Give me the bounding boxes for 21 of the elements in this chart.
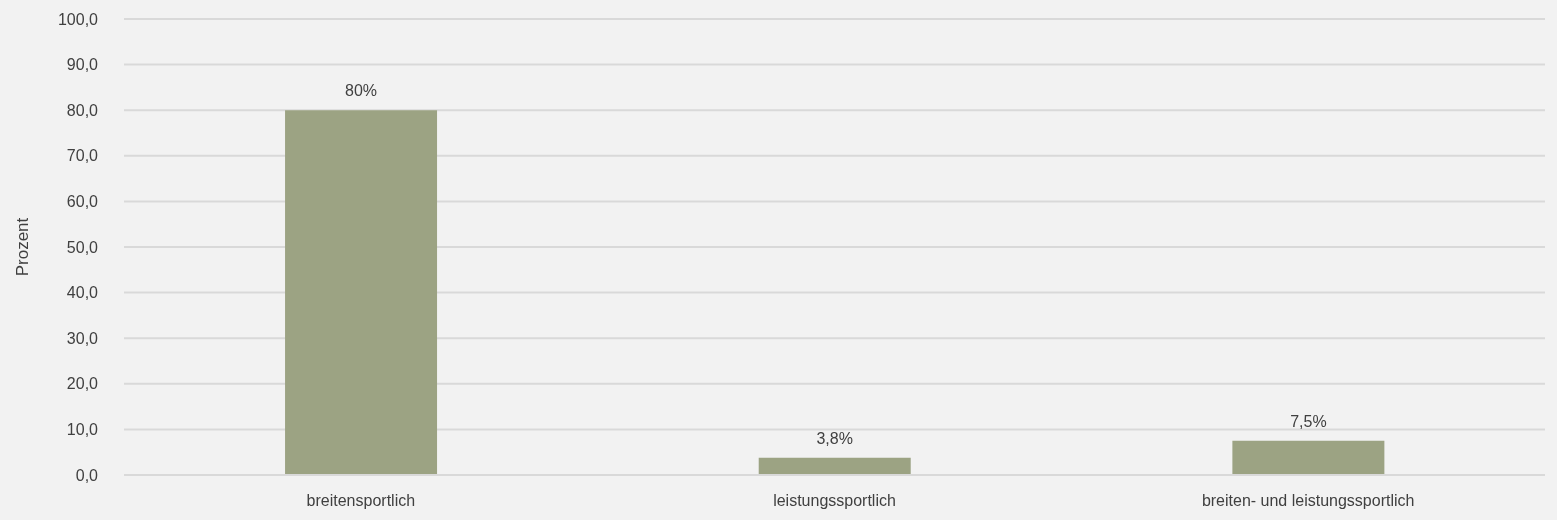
y-tick-label: 30,0 xyxy=(66,329,99,347)
y-tick-label: 50,0 xyxy=(66,238,99,256)
y-tick-label: 100,0 xyxy=(57,10,99,28)
bar xyxy=(285,110,438,475)
x-tick-label: leistungssportlich xyxy=(773,492,896,510)
y-tick-label: 70,0 xyxy=(66,147,99,165)
y-tick-label: 40,0 xyxy=(66,284,99,302)
x-tick-label: breiten- und leistungssportlich xyxy=(1201,492,1415,510)
x-tick-label: breitensportlich xyxy=(306,492,416,510)
y-tick-label: 60,0 xyxy=(66,193,99,211)
y-tick-label: 10,0 xyxy=(66,421,99,439)
data-label: 80% xyxy=(345,82,378,100)
y-axis-title: Prozent xyxy=(13,217,33,277)
y-tick-label: 0,0 xyxy=(75,466,99,484)
data-label: 3,8% xyxy=(816,429,853,447)
data-label: 7,5% xyxy=(1290,412,1327,430)
bar xyxy=(758,457,911,475)
y-tick-label: 20,0 xyxy=(66,375,99,393)
y-tick-label: 80,0 xyxy=(66,101,99,119)
y-tick-label: 90,0 xyxy=(66,56,99,74)
bar xyxy=(1232,440,1385,475)
